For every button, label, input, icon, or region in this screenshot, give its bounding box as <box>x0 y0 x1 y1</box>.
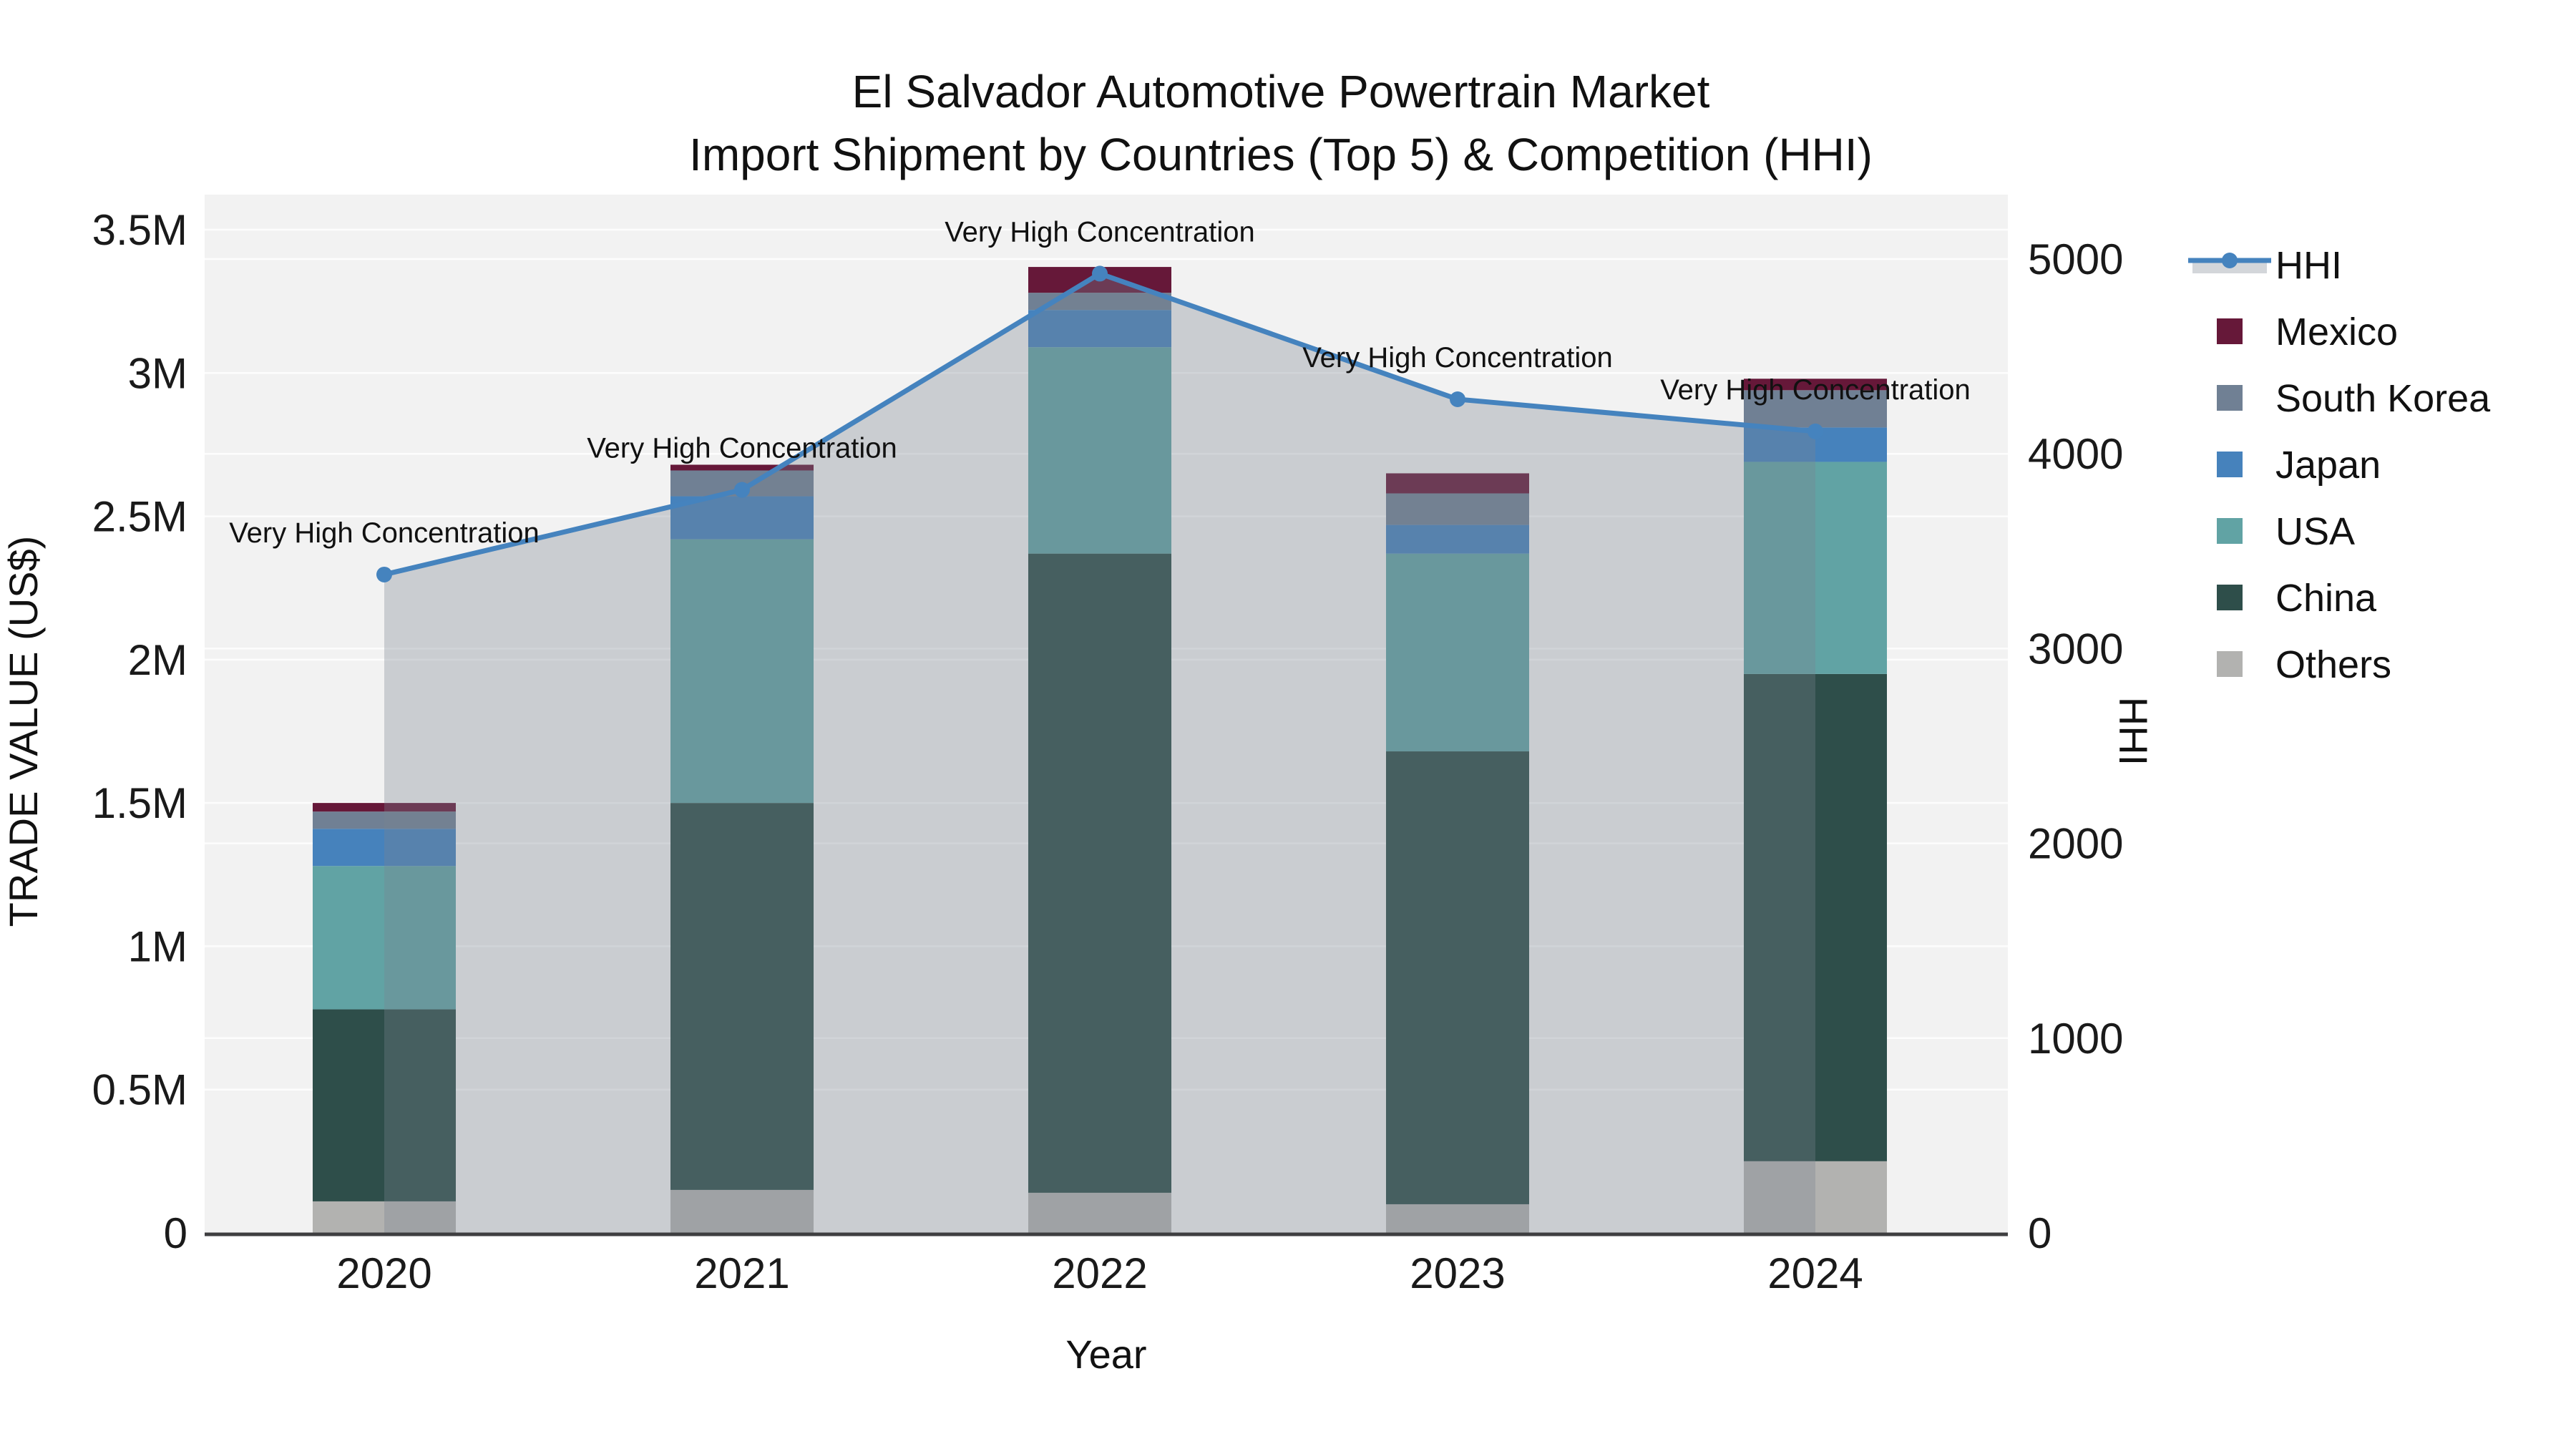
axes-layer: 0 0.5M 1M 1.5M 2M 2.5M 3M 3.5M 0 1000 2000 3000 4000… <box>92 206 2124 1297</box>
bar-segment-china-2023 <box>1386 751 1529 1204</box>
y-right-tick-3000: 3000 <box>2028 625 2123 673</box>
bar-segment-mexico-2023 <box>1386 473 1529 494</box>
legend-swatch-south-korea <box>2217 385 2243 411</box>
hhi-line-layer <box>376 265 1823 582</box>
annotation-2024: Very High Concentration <box>1660 374 1971 406</box>
hhi-marker-2023 <box>1450 391 1465 407</box>
x-tick-2024: 2024 <box>1767 1249 1863 1297</box>
legend-label-japan: Japan <box>2275 444 2381 487</box>
bar-segment-usa-2021 <box>670 539 814 804</box>
chart-title-line1: El Salvador Automotive Powertrain Market <box>852 66 1710 117</box>
legend-hhi-marker-sample <box>2222 253 2238 268</box>
y-left-tick-2.5M: 2.5M <box>92 493 187 541</box>
bar-segment-china-2020 <box>313 1009 456 1201</box>
annotation-2023: Very High Concentration <box>1302 342 1613 374</box>
legend-item-hhi[interactable]: HHI <box>2188 244 2342 287</box>
bar-segment-south-korea-2024 <box>1744 390 1887 428</box>
legend-item-japan[interactable]: Japan <box>2217 444 2381 487</box>
y-axis-right-title: HHI <box>2111 697 2156 766</box>
bar-segment-others-2020 <box>313 1201 456 1233</box>
chart-title-line2: Import Shipment by Countries (Top 5) & C… <box>689 129 1873 180</box>
bar-segment-south-korea-2020 <box>313 811 456 829</box>
legend-item-south-korea[interactable]: South Korea <box>2217 377 2491 420</box>
bar-segment-others-2024 <box>1744 1161 1887 1233</box>
bar-segment-mexico-2020 <box>313 803 456 812</box>
bar-segment-mexico-2024 <box>1744 379 1887 391</box>
bar-segment-usa-2022 <box>1028 347 1171 554</box>
y-left-tick-0.5M: 0.5M <box>92 1066 187 1114</box>
hhi-marker-2022 <box>1092 265 1108 282</box>
y-left-tick-0: 0 <box>164 1209 187 1257</box>
bar-segment-mexico-2021 <box>670 464 814 471</box>
bar-segment-usa-2020 <box>313 866 456 1010</box>
annotations-layer: Very High Concentration Very High Concent… <box>229 216 1971 549</box>
x-axis-title: Year <box>1065 1332 1146 1377</box>
bar-segment-japan-2023 <box>1386 525 1529 554</box>
x-tick-2021: 2021 <box>694 1249 789 1297</box>
legend-item-china[interactable]: China <box>2217 577 2377 620</box>
legend: HHI Mexico South Korea Japan USA China Others <box>2188 244 2491 686</box>
bar-segment-others-2023 <box>1386 1204 1529 1233</box>
bar-segment-japan-2020 <box>313 829 456 867</box>
y-left-tick-1M: 1M <box>128 922 187 970</box>
legend-label-south-korea: South Korea <box>2275 377 2491 420</box>
legend-swatch-others <box>2217 651 2243 677</box>
bar-segment-china-2024 <box>1744 673 1887 1161</box>
legend-label-china: China <box>2275 577 2377 620</box>
y-right-tick-1000: 1000 <box>2028 1015 2123 1063</box>
legend-swatch-usa <box>2217 518 2243 544</box>
bar-segment-usa-2023 <box>1386 553 1529 752</box>
hhi-marker-2021 <box>734 482 750 498</box>
bar-segment-others-2021 <box>670 1189 814 1233</box>
annotation-2021: Very High Concentration <box>587 433 897 464</box>
legend-item-others[interactable]: Others <box>2217 643 2391 686</box>
hhi-area-fill <box>384 273 1815 1233</box>
y-left-tick-3.5M: 3.5M <box>92 206 187 254</box>
y-right-tick-5000: 5000 <box>2028 235 2123 283</box>
legend-swatch-mexico <box>2217 318 2243 344</box>
legend-swatch-china <box>2217 585 2243 610</box>
hhi-marker-2024 <box>1807 423 1823 439</box>
y-left-tick-1.5M: 1.5M <box>92 779 187 827</box>
bar-segment-south-korea-2023 <box>1386 493 1529 525</box>
y-left-tick-3M: 3M <box>128 349 187 397</box>
x-tick-2023: 2023 <box>1410 1249 1505 1297</box>
hhi-area-fill-layer <box>384 273 1815 1233</box>
legend-label-hhi: HHI <box>2275 244 2342 287</box>
bar-segment-china-2021 <box>670 803 814 1190</box>
y-right-tick-4000: 4000 <box>2028 430 2123 478</box>
annotation-2022: Very High Concentration <box>945 216 1255 248</box>
y-axis-left-title: TRADE VALUE (US$) <box>1 536 46 927</box>
bar-segment-china-2022 <box>1028 553 1171 1193</box>
bar-segment-others-2022 <box>1028 1192 1171 1233</box>
x-tick-2020: 2020 <box>336 1249 431 1297</box>
y-right-tick-0: 0 <box>2028 1209 2051 1257</box>
x-tick-2022: 2022 <box>1052 1249 1147 1297</box>
bar-segment-usa-2024 <box>1744 462 1887 674</box>
y-right-tick-2000: 2000 <box>2028 820 2123 868</box>
legend-item-mexico[interactable]: Mexico <box>2217 311 2398 353</box>
stacked-bars-layer <box>313 267 1887 1233</box>
y-left-tick-2M: 2M <box>128 636 187 684</box>
legend-label-mexico: Mexico <box>2275 311 2398 353</box>
bar-segment-japan-2022 <box>1028 310 1171 348</box>
legend-label-usa: USA <box>2275 510 2355 553</box>
legend-item-usa[interactable]: USA <box>2217 510 2355 553</box>
hhi-marker-2020 <box>376 566 392 582</box>
legend-label-others: Others <box>2275 643 2391 686</box>
legend-swatch-japan <box>2217 452 2243 477</box>
annotation-2020: Very High Concentration <box>229 517 540 549</box>
